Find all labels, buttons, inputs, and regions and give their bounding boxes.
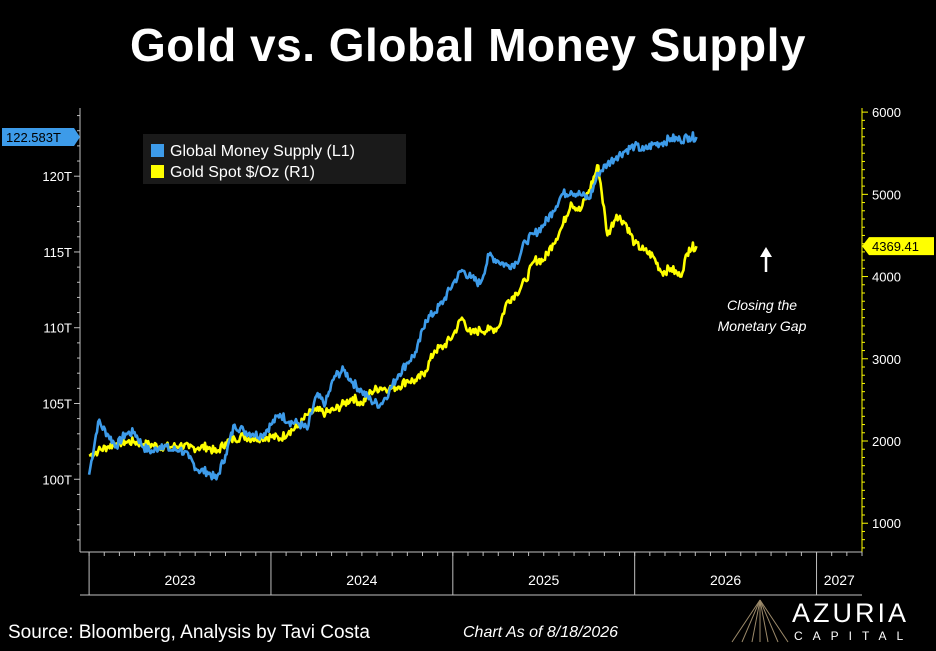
- chart-legend: Global Money Supply (L1) Gold Spot $/Oz (…: [143, 134, 406, 184]
- up-arrow-icon: [760, 247, 772, 272]
- right-axis-tick-label: 5000: [872, 187, 901, 202]
- right-axis-tick-label: 2000: [872, 434, 901, 449]
- left-axis-tick-label: 105T: [42, 396, 72, 411]
- legend-background: [143, 134, 406, 184]
- mountain-logo-icon: [731, 599, 789, 643]
- logo-name: AZURIA: [792, 598, 910, 628]
- x-axis-tick-label: 2027: [824, 572, 855, 588]
- right-axis-tick-label: 6000: [872, 105, 901, 120]
- as-of-note: Chart As of 8/18/2026: [463, 624, 619, 641]
- right-axis-tick-label: 3000: [872, 352, 901, 367]
- legend-swatch: [151, 165, 164, 178]
- up-arrow-head: [760, 247, 772, 257]
- chart-axes: 100T 105T 110T 115T 120T 1000 2000 3000 4000 5000…: [2, 105, 934, 596]
- azuria-logo: AZURIA CAPITAL: [730, 596, 930, 646]
- money-last-value-label: 122.583T: [6, 130, 61, 145]
- chart-annotation: Closing the Monetary Gap: [718, 247, 807, 334]
- left-axis-tick-label: 110T: [43, 321, 72, 336]
- left-axis-tick-label: 115T: [43, 245, 72, 260]
- legend-label: Gold Spot $/Oz (R1): [170, 164, 315, 181]
- x-axis-tick-label: 2025: [528, 572, 559, 588]
- x-axis-tick-label: 2024: [346, 572, 377, 588]
- right-axis-tick-label: 4000: [872, 270, 901, 285]
- annotation-text: Monetary Gap: [718, 318, 807, 334]
- gold-last-value-badge: [862, 237, 934, 256]
- annotation-text: Closing the: [727, 297, 797, 313]
- money-last-value-badge: [2, 128, 80, 147]
- chart-lines: [87, 131, 698, 481]
- left-axis-tick-label: 120T: [42, 169, 72, 184]
- legend-swatch: [151, 144, 164, 157]
- logo-subtitle: CAPITAL: [794, 629, 914, 643]
- right-axis-tick-label: 1000: [872, 516, 901, 531]
- source-note: Source: Bloomberg, Analysis by Tavi Cost…: [8, 622, 370, 643]
- money-supply-series-line: [87, 131, 698, 481]
- page-title: Gold vs. Global Money Supply: [130, 19, 806, 71]
- gold-series-line: [88, 164, 698, 459]
- x-axis-tick-label: 2026: [710, 572, 741, 588]
- x-axis-tick-label: 2023: [164, 572, 195, 588]
- gold-last-value-label: 4369.41: [872, 239, 919, 254]
- left-axis-tick-label: 100T: [42, 472, 72, 487]
- legend-label: Global Money Supply (L1): [170, 143, 355, 160]
